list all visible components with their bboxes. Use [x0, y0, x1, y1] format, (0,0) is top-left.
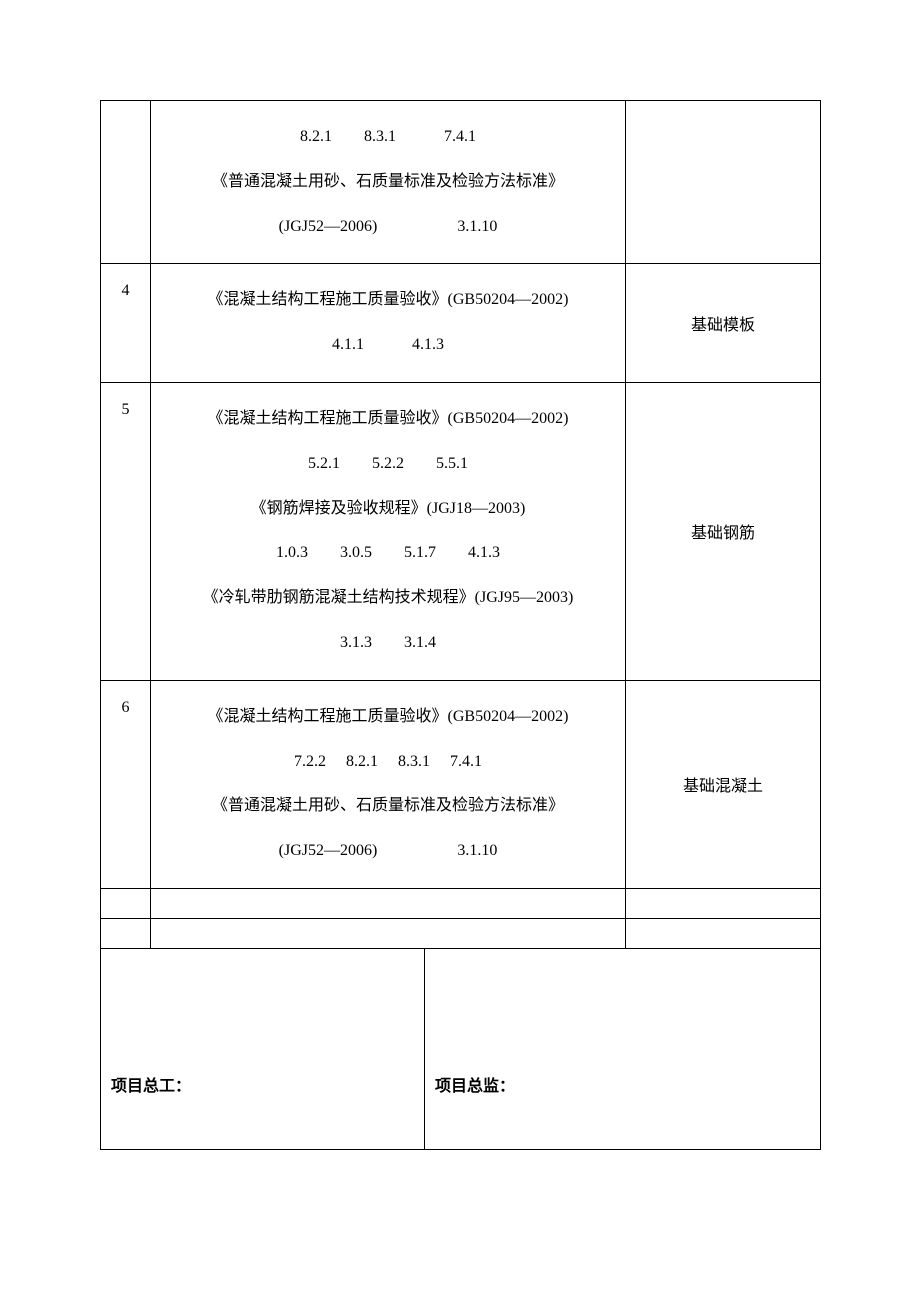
table-row: 6 《混凝土结构工程施工质量验收》(GB50204—2002) 7.2.2 8.… — [101, 680, 821, 888]
table-row: 5 《混凝土结构工程施工质量验收》(GB50204—2002) 5.2.1 5.… — [101, 382, 821, 680]
signature-row: 项目总工：项目总监： — [101, 948, 821, 1149]
empty-row — [101, 888, 821, 918]
table-row: 8.2.1 8.3.1 7.4.1 《普通混凝土用砂、石质量标准及检验方法标准》… — [101, 101, 821, 264]
empty-cell — [151, 918, 626, 948]
empty-cell — [151, 888, 626, 918]
signature-container: 项目总工：项目总监： — [101, 948, 821, 1149]
empty-row — [101, 918, 821, 948]
row-label: 基础模板 — [626, 264, 821, 383]
table-row: 4 《混凝土结构工程施工质量验收》(GB50204—2002) 4.1.1 4.… — [101, 264, 821, 383]
empty-cell — [101, 888, 151, 918]
signature-left: 项目总工： — [101, 949, 425, 1149]
row-content: 8.2.1 8.3.1 7.4.1 《普通混凝土用砂、石质量标准及检验方法标准》… — [151, 101, 626, 264]
row-number: 6 — [101, 680, 151, 888]
empty-cell — [626, 888, 821, 918]
empty-cell — [101, 918, 151, 948]
row-label: 基础混凝土 — [626, 680, 821, 888]
row-content: 《混凝土结构工程施工质量验收》(GB50204—2002) 7.2.2 8.2.… — [151, 680, 626, 888]
empty-cell — [626, 918, 821, 948]
row-content: 《混凝土结构工程施工质量验收》(GB50204—2002) 5.2.1 5.2.… — [151, 382, 626, 680]
standards-table: 8.2.1 8.3.1 7.4.1 《普通混凝土用砂、石质量标准及检验方法标准》… — [100, 100, 821, 1150]
row-number — [101, 101, 151, 264]
signature-right: 项目总监： — [425, 949, 820, 1149]
row-label: 基础钢筋 — [626, 382, 821, 680]
row-label — [626, 101, 821, 264]
row-content: 《混凝土结构工程施工质量验收》(GB50204—2002) 4.1.1 4.1.… — [151, 264, 626, 383]
row-number: 5 — [101, 382, 151, 680]
row-number: 4 — [101, 264, 151, 383]
